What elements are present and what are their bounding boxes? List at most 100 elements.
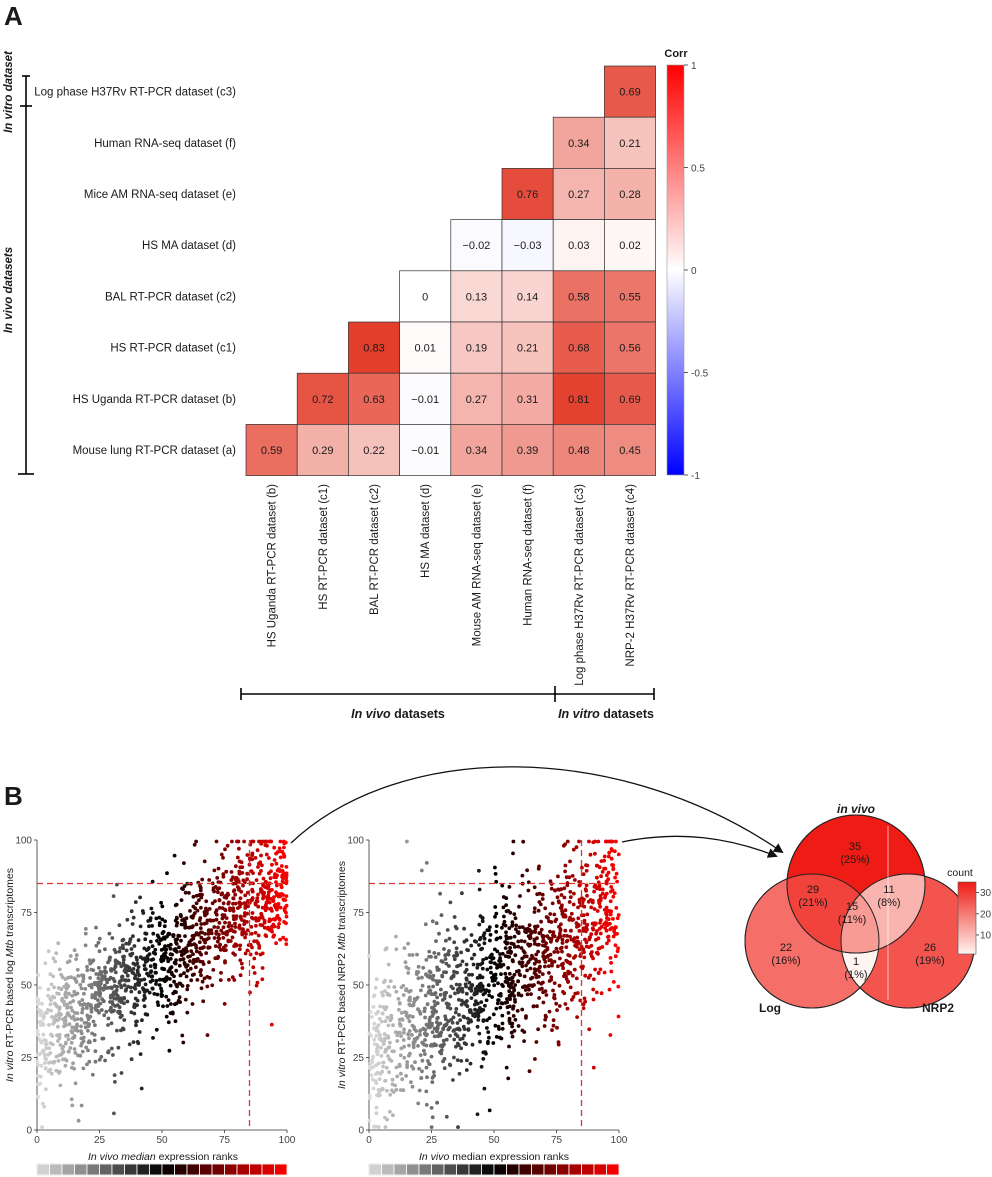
- scatter1-ylabel-p4: transcriptomes: [4, 868, 16, 940]
- scatter-point: [211, 968, 216, 972]
- scatter-point: [485, 967, 490, 972]
- scatter-point: [282, 898, 286, 902]
- scatter-point: [36, 1063, 41, 1067]
- scatter-point: [381, 1087, 385, 1092]
- scatter-point: [616, 1014, 621, 1019]
- scatter-point: [69, 1016, 74, 1020]
- scatter-point: [260, 977, 265, 982]
- scatter-point: [189, 978, 194, 983]
- column-group-brackets: [240, 686, 655, 702]
- scatter-point: [615, 931, 619, 936]
- scatter-point: [484, 998, 489, 1003]
- scatter-point: [434, 979, 439, 984]
- heatmap-col-label: Log phase H37Rv RT-PCR dataset (c3): [574, 484, 586, 686]
- scatter-point: [157, 915, 162, 920]
- scatter-point: [530, 975, 535, 980]
- scatter-point: [108, 995, 113, 1000]
- scatter-point: [459, 1059, 464, 1063]
- scatter-point: [567, 953, 572, 958]
- scatter-point: [391, 1090, 396, 1094]
- scatter-point: [584, 883, 589, 888]
- scatter-point: [94, 943, 99, 948]
- col-group-vivo-italic: In vivo: [351, 707, 391, 721]
- scatter-point: [164, 1014, 169, 1019]
- scatter-point: [513, 1017, 518, 1022]
- scatter-point: [182, 971, 186, 976]
- scatter-point: [432, 1073, 436, 1078]
- scatter-point: [89, 982, 94, 987]
- scatter-point: [488, 938, 492, 943]
- scatter-point: [202, 976, 207, 981]
- colorbar-tick-label: 0.5: [691, 164, 705, 175]
- scatter-point: [207, 960, 211, 965]
- scatter-point: [221, 872, 226, 876]
- scatter-point: [179, 938, 183, 943]
- scatter-point: [616, 852, 621, 857]
- scatter-point: [470, 956, 474, 961]
- scatter-point: [474, 987, 478, 992]
- scatter-point: [238, 958, 243, 963]
- scatter-point: [535, 1004, 539, 1009]
- scatter-point: [524, 954, 529, 959]
- scatter-point: [200, 877, 205, 882]
- scatter-point: [574, 976, 579, 981]
- scatter-point: [138, 895, 143, 900]
- scatter-point: [383, 1007, 388, 1012]
- heatmap-row-label: BAL RT-PCR dataset (c2): [105, 291, 236, 303]
- scatter-point: [514, 927, 518, 932]
- scatter-point: [551, 1018, 556, 1023]
- scatter-point: [270, 924, 274, 929]
- scatter-point: [609, 969, 614, 974]
- scatter-point: [121, 958, 126, 962]
- scatter-point: [435, 1001, 440, 1006]
- heatmap-cell: [450, 372, 503, 425]
- scatter-point: [131, 1040, 136, 1044]
- scatter-point: [83, 927, 88, 931]
- scatter-point: [509, 941, 514, 946]
- scatter-point: [434, 939, 438, 943]
- scatter-point: [429, 954, 433, 959]
- scatter-point: [243, 880, 247, 885]
- scatter-point: [173, 1019, 178, 1024]
- scatter-point: [204, 899, 209, 904]
- scatter-point: [393, 1030, 398, 1034]
- y-tick-label: 0: [358, 1126, 364, 1137]
- scatter-point: [477, 887, 482, 892]
- scatter-point: [523, 929, 527, 934]
- scatter-point: [125, 999, 130, 1004]
- scatter-point: [540, 897, 545, 901]
- scatter-point: [464, 976, 469, 981]
- scatter-point: [614, 839, 618, 844]
- scatter-point: [555, 895, 560, 900]
- scatter-point: [72, 976, 77, 981]
- scatter-point: [431, 977, 435, 982]
- x-tick-label: 50: [488, 1135, 500, 1146]
- scatter-point: [229, 924, 234, 928]
- scatter-point: [120, 1013, 124, 1018]
- scatter-point: [609, 889, 613, 894]
- scatter-point: [130, 922, 135, 926]
- scatter-point: [204, 906, 208, 911]
- scatter-point: [95, 1008, 100, 1013]
- scatter-point: [144, 948, 149, 952]
- scatter-point: [212, 889, 217, 894]
- scatter-point: [104, 970, 108, 975]
- scatter-point: [587, 1027, 592, 1032]
- scatter-point: [522, 974, 527, 979]
- scatter-point: [606, 917, 611, 922]
- scatter-point: [498, 935, 503, 940]
- scatter-point: [448, 994, 453, 999]
- scatter-point: [405, 1060, 410, 1064]
- scatter-point: [448, 1033, 452, 1038]
- scatter-point: [182, 961, 187, 965]
- scatter-point: [238, 973, 243, 978]
- scatter-point: [552, 993, 557, 997]
- scatter-point: [72, 989, 77, 994]
- scatter-point: [160, 904, 165, 909]
- scatter-point: [175, 950, 179, 954]
- y-tick-label: 50: [21, 981, 33, 992]
- rank-segment: [61, 1163, 75, 1176]
- scatter-point: [424, 958, 429, 962]
- scatter-point: [556, 874, 560, 879]
- row-group-vitro-text: In vitro dataset: [3, 50, 15, 133]
